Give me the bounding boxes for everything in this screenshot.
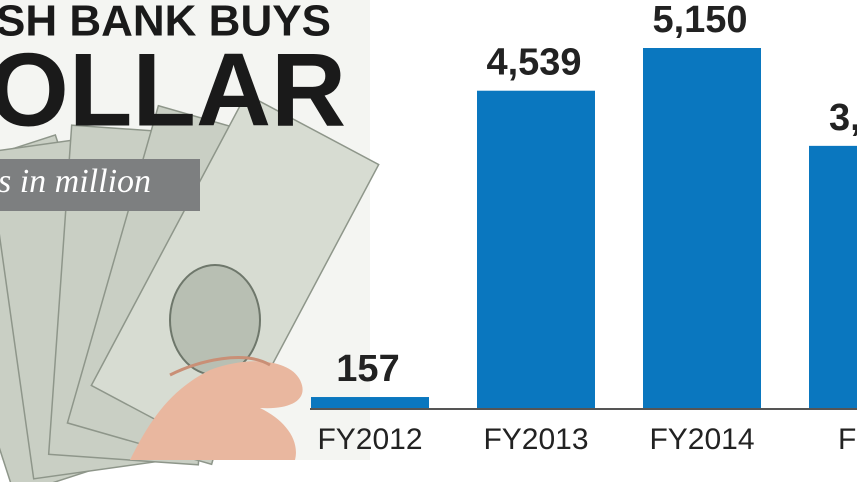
value-label: 3,75: [829, 97, 857, 139]
value-label: 157: [336, 348, 399, 390]
chart-subtitle: OLLAR: [0, 32, 346, 148]
x-tick-label: FY2: [838, 423, 857, 456]
bar: [311, 397, 429, 408]
bar: [477, 90, 595, 408]
bar: [643, 48, 761, 408]
unit-note: s in million: [0, 163, 151, 200]
x-tick-label: FY2012: [317, 423, 422, 456]
value-label: 5,150: [652, 0, 747, 41]
money-illustration: [0, 0, 380, 482]
note-box: [0, 159, 200, 211]
x-tick-label: FY2013: [483, 423, 588, 456]
x-tick-label: FY2014: [649, 423, 754, 456]
value-label: 4,539: [486, 42, 581, 84]
chart-title: SH BANK BUYS: [0, 0, 331, 46]
bar: [809, 145, 857, 408]
